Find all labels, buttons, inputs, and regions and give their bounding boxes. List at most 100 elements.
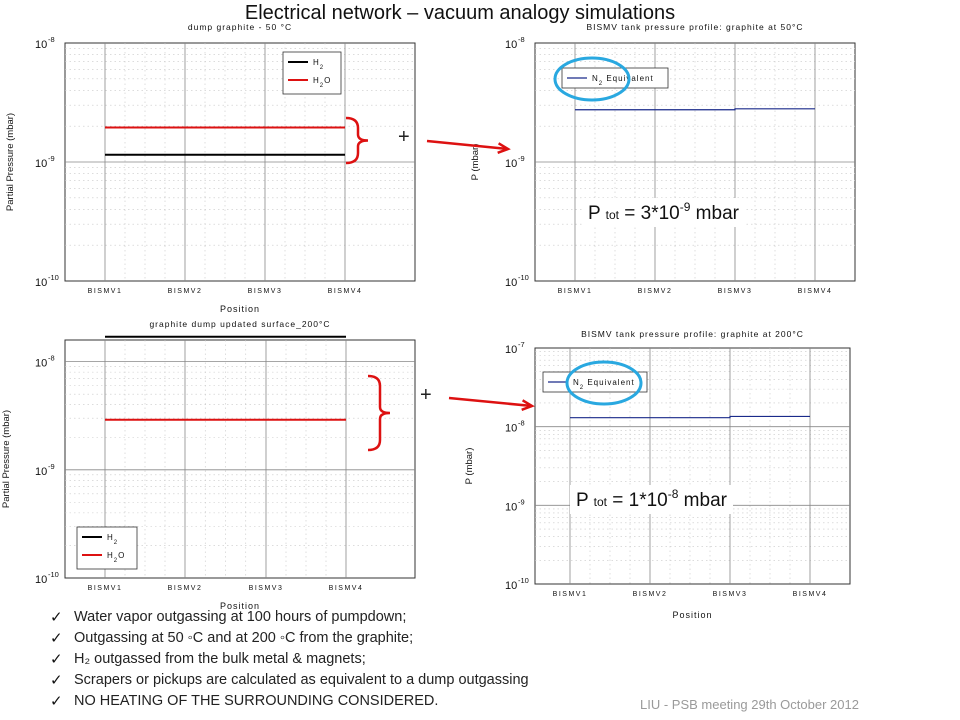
arrow-top — [426, 139, 511, 154]
bullet-item: ✓ H₂ outgassed from the bulk metal & magn… — [50, 649, 529, 670]
bullet-item: ✓ Scrapers or pickups are calculated as e… — [50, 670, 529, 691]
legend-label: H2O — [107, 551, 125, 564]
x-tick-label: BISMV1 — [553, 591, 588, 598]
ptot-top-exp: -9 — [679, 200, 691, 214]
x-tick-label: BISMV2 — [168, 585, 203, 592]
y-tick-exponent: -10 — [518, 576, 529, 585]
brace-bottom — [367, 374, 391, 452]
legend-label: H2 — [313, 58, 324, 71]
x-axis-label: Position — [672, 610, 712, 620]
checkmark-icon: ✓ — [50, 609, 63, 626]
plus-sign-bottom: + — [420, 384, 432, 406]
bullet-text: Scrapers or pickups are calculated as eq… — [74, 672, 529, 688]
y-tick-exponent: -8 — [518, 35, 525, 44]
x-tick-label: BISMV1 — [88, 585, 123, 592]
y-tick-exponent: -7 — [518, 340, 525, 349]
y-tick-exponent: -9 — [48, 154, 55, 163]
y-tick-label: 10 — [35, 358, 47, 370]
x-tick-label: BISMV3 — [718, 288, 753, 295]
y-tick-label: 10 — [505, 277, 517, 289]
y-tick-exponent: -9 — [518, 154, 525, 163]
ptot-bottom-label: P tot = 1*10-8 mbar — [570, 485, 733, 514]
checkmark-icon: ✓ — [50, 630, 63, 647]
slide-title: Electrical network – vacuum analogy simu… — [244, 2, 676, 24]
x-tick-label: BISMV3 — [713, 591, 748, 598]
x-tick-label: BISMV4 — [793, 591, 828, 598]
x-tick-label: BISMV2 — [168, 288, 203, 295]
legend-label: H2O — [313, 76, 331, 89]
y-axis-label: P (mbar) — [464, 448, 475, 485]
series-line-n2-equivalent — [570, 415, 810, 419]
legend: N2 Equivalent — [542, 371, 648, 393]
y-tick-label: 10 — [35, 277, 47, 289]
x-tick-label: BISMV4 — [328, 288, 363, 295]
x-tick-label: BISMV4 — [329, 585, 364, 592]
arrow-bottom — [448, 396, 535, 411]
y-tick-label: 10 — [35, 158, 47, 170]
y-tick-label: 10 — [505, 423, 517, 435]
checkmark-icon: ✓ — [50, 672, 63, 689]
bullet-text: Outgassing at 50 ◦C and at 200 ◦C from t… — [74, 630, 414, 646]
legend-label: N2 Equivalent — [573, 378, 635, 391]
highlight-circle-top — [553, 56, 631, 102]
bullet-text: Water vapor outgassing at 100 hours of p… — [74, 609, 407, 625]
ptot-top-eq: = 3*10 — [618, 203, 680, 224]
bullet-item: ✓ Outgassing at 50 ◦C and at 200 ◦C from … — [50, 628, 529, 649]
ptot-top-sub: tot — [605, 208, 619, 222]
plus-sign-top: + — [398, 126, 410, 148]
legend-box — [561, 67, 669, 89]
bullet-text: H₂ outgassed from the bulk metal & magne… — [74, 651, 366, 667]
y-tick-label: 10 — [35, 39, 47, 51]
y-tick-label: 10 — [505, 501, 517, 513]
y-tick-exponent: -8 — [518, 419, 525, 428]
x-tick-label: BISMV1 — [88, 288, 123, 295]
arrow-shaft — [448, 396, 533, 408]
ptot-bottom-sub: tot — [593, 495, 607, 509]
legend-box — [76, 526, 138, 570]
ptot-top-unit: mbar — [690, 203, 739, 224]
chart-title: graphite dump updated surface_200°C — [149, 319, 330, 329]
x-tick-label: BISMV3 — [248, 288, 283, 295]
y-tick-exponent: -8 — [48, 354, 55, 363]
chart-title: BISMV tank pressure profile: graphite at… — [581, 329, 804, 339]
x-tick-label: BISMV4 — [798, 288, 833, 295]
checkmark-icon: ✓ — [50, 693, 63, 710]
arrow-head — [497, 142, 511, 154]
highlight-circle-bottom — [565, 360, 643, 406]
bullet-text: NO HEATING OF THE SURROUNDING CONSIDERED… — [74, 693, 439, 709]
footer-text: LIU - PSB meeting 29th October 2012 — [640, 697, 859, 712]
y-tick-label: 10 — [505, 344, 517, 356]
y-tick-label: 10 — [505, 39, 517, 51]
bullet-item: ✓ Water vapor outgassing at 100 hours of … — [50, 607, 529, 628]
x-tick-label: BISMV2 — [633, 591, 668, 598]
arrow-shaft — [426, 139, 509, 151]
y-axis-label: P (mbar) — [470, 144, 481, 181]
arrow-head — [521, 399, 535, 411]
series-line-n2-equivalent — [575, 108, 815, 111]
ptot-bottom-unit: mbar — [678, 490, 727, 511]
y-tick-exponent: -8 — [48, 35, 55, 44]
ptot-bottom-p: P — [576, 490, 589, 511]
y-tick-label: 10 — [505, 158, 517, 170]
y-tick-exponent: -10 — [48, 273, 59, 282]
chart-title: BISMV tank pressure profile: graphite at… — [586, 22, 803, 32]
x-axis-label: Position — [220, 601, 260, 611]
x-axis-label: Position — [220, 304, 260, 314]
x-tick-label: BISMV3 — [249, 585, 284, 592]
y-axis-label: Partial Pressure (mbar) — [5, 113, 16, 211]
y-tick-label: 10 — [35, 466, 47, 478]
brace-top — [345, 116, 369, 165]
y-axis-label: Partial Pressure (mbar) — [1, 410, 12, 508]
legend-label: H2 — [107, 533, 118, 546]
y-tick-exponent: -10 — [518, 273, 529, 282]
y-tick-exponent: -9 — [48, 462, 55, 471]
y-tick-label: 10 — [505, 580, 517, 592]
ptot-top-label: P tot = 3*10-9 mbar — [582, 198, 745, 227]
